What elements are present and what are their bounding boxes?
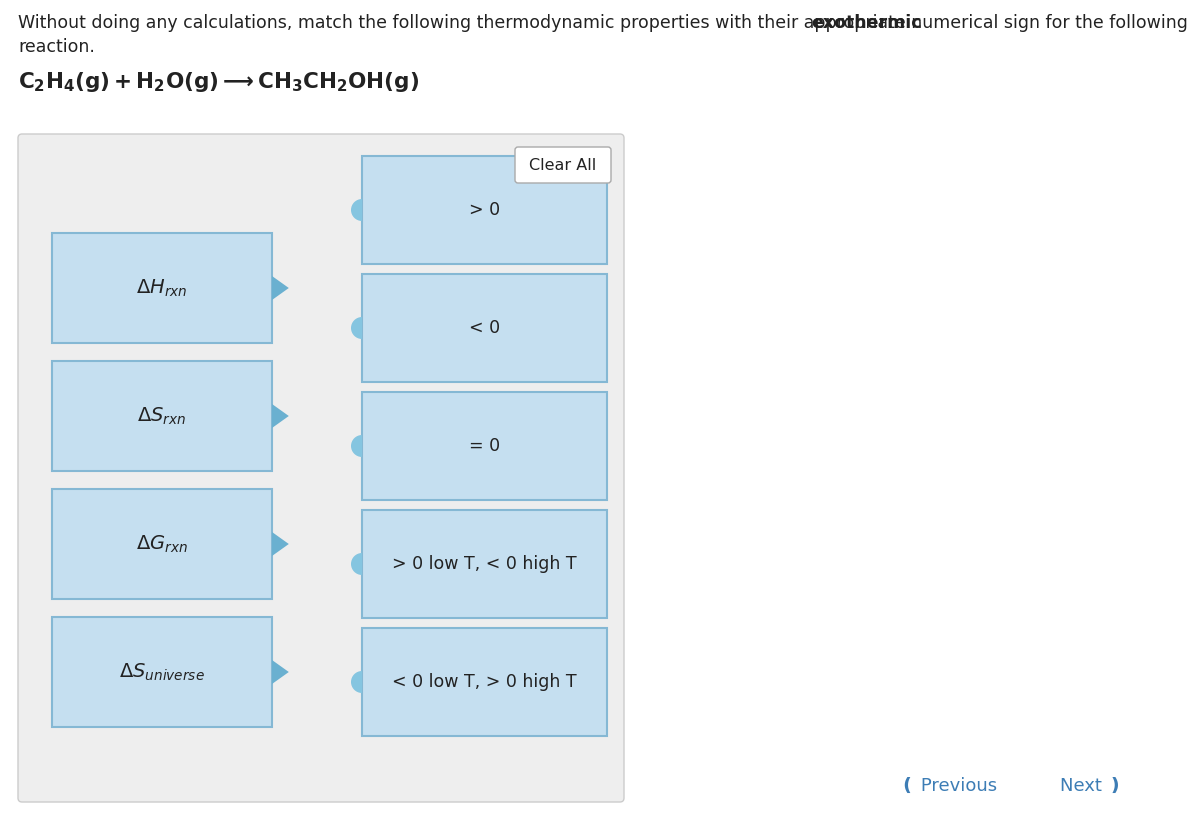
FancyBboxPatch shape (52, 361, 272, 471)
FancyBboxPatch shape (362, 392, 607, 500)
Wedge shape (352, 199, 362, 221)
Polygon shape (272, 532, 289, 556)
Text: Next ❫: Next ❫ (1060, 777, 1123, 795)
FancyBboxPatch shape (362, 628, 607, 736)
FancyBboxPatch shape (52, 489, 272, 599)
FancyBboxPatch shape (515, 147, 611, 183)
FancyBboxPatch shape (52, 617, 272, 727)
Text: > 0: > 0 (469, 201, 500, 219)
Polygon shape (272, 276, 289, 300)
Text: $\Delta S_{universe}$: $\Delta S_{universe}$ (119, 661, 205, 683)
FancyBboxPatch shape (52, 233, 272, 343)
Text: $\mathbf{C_2H_4(g) + H_2O(g){\longrightarrow}CH_3CH_2OH(g)}$: $\mathbf{C_2H_4(g) + H_2O(g){\longrighta… (18, 70, 419, 94)
FancyBboxPatch shape (362, 274, 607, 382)
Text: $\Delta S_{rxn}$: $\Delta S_{rxn}$ (138, 405, 186, 426)
Polygon shape (272, 660, 289, 684)
Text: Clear All: Clear All (529, 157, 596, 173)
Text: reaction.: reaction. (18, 38, 95, 56)
Wedge shape (352, 317, 362, 339)
Text: < 0: < 0 (469, 319, 500, 337)
Wedge shape (352, 435, 362, 457)
Text: = 0: = 0 (469, 437, 500, 455)
Text: exothermic: exothermic (811, 14, 922, 32)
Wedge shape (352, 671, 362, 693)
Text: $\Delta G_{rxn}$: $\Delta G_{rxn}$ (136, 533, 188, 555)
FancyBboxPatch shape (362, 156, 607, 264)
Text: < 0 low T, > 0 high T: < 0 low T, > 0 high T (392, 673, 577, 691)
Text: ❪ Previous: ❪ Previous (900, 777, 997, 795)
Text: > 0 low T, < 0 high T: > 0 low T, < 0 high T (392, 555, 577, 573)
Polygon shape (272, 404, 289, 428)
FancyBboxPatch shape (18, 134, 624, 802)
FancyBboxPatch shape (362, 510, 607, 618)
Text: Without doing any calculations, match the following thermodynamic properties wit: Without doing any calculations, match th… (18, 14, 1193, 32)
Text: $\Delta H_{rxn}$: $\Delta H_{rxn}$ (137, 277, 187, 298)
Wedge shape (352, 553, 362, 575)
